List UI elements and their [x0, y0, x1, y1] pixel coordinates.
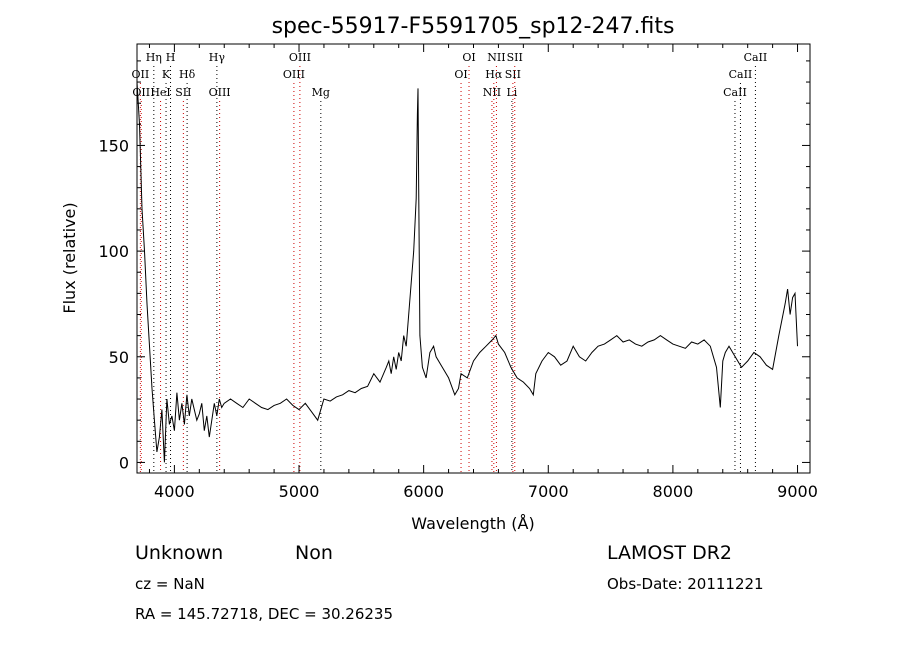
y-tick-label: 0	[119, 453, 129, 472]
line-marker-label: SII	[507, 51, 523, 64]
redshift-cz: cz = NaN	[135, 575, 205, 593]
y-tick-label: 50	[109, 348, 129, 367]
object-subclass: Non	[295, 542, 333, 564]
line-marker-label: OIII	[283, 68, 305, 81]
x-tick-label: 7000	[528, 482, 569, 501]
line-marker-label: K	[162, 68, 171, 81]
line-marker-label: OII	[132, 86, 150, 99]
object-class: Unknown	[135, 542, 223, 564]
x-tick-label: 5000	[279, 482, 320, 501]
line-marker-label: NII	[483, 86, 501, 99]
line-marker-label: OIII	[289, 51, 311, 64]
spectral-line-markers: OII OII Hη HeI KH SII Hδ Hγ OIII OIII OIII Mg OI OI NI…	[132, 51, 768, 473]
plot-frame	[136, 43, 811, 474]
x-tick-label: 8000	[653, 482, 694, 501]
x-tick-label: 4000	[154, 482, 195, 501]
line-marker-label: CaII	[729, 68, 753, 81]
chart-title: spec-55917-F5591705_sp12-247.fits	[272, 14, 675, 39]
y-axis-label: Flux (relative)	[60, 202, 79, 313]
line-marker-label: SII	[175, 86, 191, 99]
line-marker-label: OII	[132, 68, 150, 81]
line-marker-label: Hδ	[179, 68, 196, 81]
line-marker-label: Hγ	[209, 51, 226, 64]
line-marker-label: Li	[506, 86, 517, 99]
x-tick-label: 6000	[403, 482, 444, 501]
line-marker-label: OI	[454, 68, 467, 81]
y-axis-ticks: 0 50 100 150	[98, 60, 810, 472]
x-axis-label: Wavelength (Å)	[411, 514, 534, 533]
spectrum-line	[136, 81, 798, 463]
line-marker-label: HeI	[150, 86, 170, 99]
survey-name: LAMOST DR2	[607, 542, 732, 564]
line-marker-label: OI	[462, 51, 475, 64]
sky-coordinates: RA = 145.72718, DEC = 30.26235	[135, 605, 393, 623]
observation-date: Obs-Date: 20111221	[607, 575, 764, 593]
line-marker-label: OIII	[209, 86, 231, 99]
line-marker-label: SII	[505, 68, 521, 81]
x-axis-ticks: 4000 5000 6000 7000 8000 9000	[148, 44, 818, 501]
line-marker-label: CaII	[744, 51, 768, 64]
x-tick-label: 9000	[777, 482, 818, 501]
line-marker-label: NII	[487, 51, 505, 64]
line-marker-label: H	[166, 51, 176, 64]
y-tick-label: 100	[98, 242, 129, 261]
line-marker-label: Mg	[312, 86, 330, 99]
line-marker-label: CaII	[723, 86, 747, 99]
line-marker-label: Hη	[146, 51, 162, 64]
line-marker-label: Hα	[485, 68, 503, 81]
y-tick-label: 150	[98, 136, 129, 155]
